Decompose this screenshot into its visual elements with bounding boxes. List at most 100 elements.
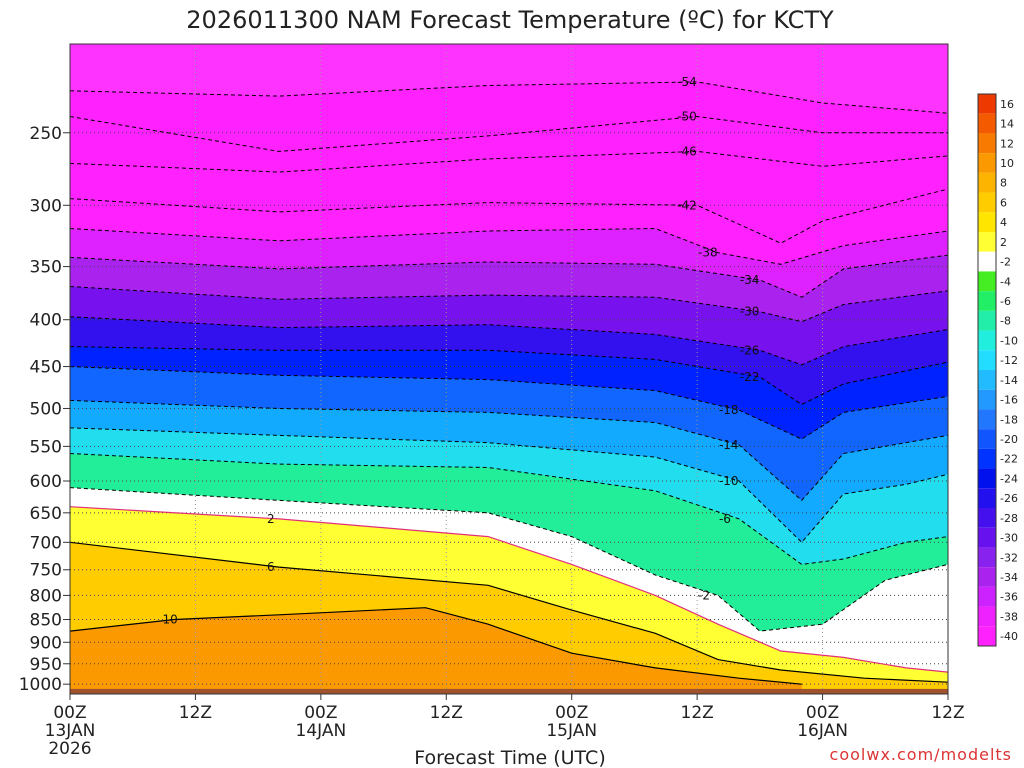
ground-surface (70, 688, 948, 694)
isotherm-label--42: -42 (677, 198, 697, 212)
y-tick-label-400: 400 (30, 311, 62, 331)
colorbar: 16 14 12 10 8 6 4 2 -2 -4 -6 -8 -10 -12 -14 -16 -18 -20 -2… (977, 93, 1018, 647)
colorbar-label--16: -16 (1000, 394, 1018, 407)
colorbar-swatch--18 (978, 409, 996, 430)
isotherm--22 (70, 346, 948, 406)
colorbar-label--14: -14 (1000, 374, 1018, 387)
isotherm-lines: -54-50-46-42-38-34-30-26-22-18-14-10-6-2… (70, 75, 948, 685)
temperature-fills (70, 44, 948, 694)
isotherm--50 (70, 115, 948, 152)
y-tick-label-600: 600 (30, 472, 62, 492)
y-tick-label-800: 800 (30, 586, 62, 606)
isotherm-2 (70, 506, 948, 673)
x-tick-date-0: 13JAN (45, 721, 96, 741)
colorbar-label-14: 14 (1000, 118, 1014, 131)
isotherm-label--34: -34 (740, 273, 760, 287)
credit-text[interactable]: coolwx.com/modelts (830, 745, 1012, 764)
colorbar-swatch--40 (978, 626, 996, 646)
isotherm-label--10: -10 (719, 474, 739, 488)
x-tick-label-24: 00Z (304, 703, 337, 723)
colorbar-label--40: -40 (1000, 630, 1018, 643)
isotherm--10 (70, 427, 948, 544)
isotherm-label--50: -50 (677, 110, 697, 124)
colorbar-swatch--12 (978, 350, 996, 370)
isotherm--14 (70, 399, 948, 502)
colorbar-swatch-6 (978, 192, 996, 213)
colorbar-label--32: -32 (1000, 551, 1018, 564)
colorbar-label--24: -24 (1000, 472, 1018, 485)
y-tick-label-700: 700 (30, 533, 62, 553)
isotherm-label-6: 6 (267, 560, 275, 574)
colorbar-swatch--30 (978, 527, 996, 548)
colorbar-swatch-14 (978, 113, 996, 134)
colorbar-label--2: -2 (1000, 256, 1011, 269)
colorbar-label--12: -12 (1000, 354, 1018, 367)
colorbar-label--26: -26 (1000, 492, 1018, 505)
colorbar-label--22: -22 (1000, 453, 1018, 466)
y-tick-label-250: 250 (30, 124, 62, 144)
colorbar-swatch-12 (978, 133, 996, 154)
y-axis-ticks: 2503003504004505005506006507007508008509… (19, 124, 70, 695)
colorbar-label-2: 2 (1000, 236, 1007, 249)
colorbar-label-4: 4 (1000, 216, 1007, 229)
x-tick-year-0: 2026 (48, 739, 91, 759)
isotherm-label--14: -14 (719, 438, 739, 452)
colorbar-swatch--36 (978, 586, 996, 607)
colorbar-label--18: -18 (1000, 413, 1018, 426)
colorbar-label-6: 6 (1000, 196, 1007, 209)
colorbar-swatch--14 (978, 370, 996, 390)
y-tick-label-900: 900 (30, 633, 62, 653)
colorbar-swatch--24 (978, 468, 996, 489)
plot-frame (69, 43, 949, 695)
isotherm-label--38: -38 (698, 246, 718, 260)
colorbar-swatch--28 (978, 508, 996, 528)
isotherm-label-10: 10 (163, 613, 178, 627)
colorbar-swatch--32 (978, 547, 996, 568)
isotherm--34 (70, 254, 948, 298)
grid-lines (70, 44, 948, 694)
colorbar-swatch-2 (978, 232, 996, 252)
isotherm-label--6: -6 (719, 512, 731, 526)
colorbar-frame (977, 93, 997, 647)
y-tick-label-750: 750 (30, 561, 62, 581)
isotherm-label--54: -54 (677, 75, 697, 89)
x-tick-label-0: 00Z (53, 703, 86, 723)
colorbar-swatch--8 (978, 310, 996, 331)
colorbar-swatch--4 (978, 271, 996, 292)
colorbar-label-12: 12 (1000, 137, 1014, 150)
y-tick-label-500: 500 (30, 399, 62, 419)
colorbar-swatch--2 (978, 251, 996, 272)
colorbar-swatch--26 (978, 488, 996, 508)
colorbar-swatch--22 (978, 448, 996, 469)
x-tick-label-72: 00Z (806, 703, 839, 723)
x-tick-label-84: 12Z (931, 703, 964, 723)
colorbar-swatch--10 (978, 330, 996, 351)
colorbar-label--20: -20 (1000, 433, 1018, 446)
colorbar-label--30: -30 (1000, 532, 1018, 545)
isotherm-6 (70, 541, 948, 683)
colorbar-swatch--16 (978, 389, 996, 410)
x-tick-date-24: 14JAN (296, 721, 347, 741)
colorbar-swatch-16 (978, 94, 996, 114)
chart-title: 2026011300 NAM Forecast Temperature (ºC)… (186, 6, 834, 34)
y-tick-label-300: 300 (30, 196, 62, 216)
isotherm-label--46: -46 (677, 144, 697, 158)
colorbar-swatch--38 (978, 606, 996, 627)
x-tick-date-72: 16JAN (797, 721, 848, 741)
isotherm--6 (70, 453, 948, 565)
colorbar-label--6: -6 (1000, 295, 1011, 308)
x-tick-label-36: 12Z (430, 703, 463, 723)
isotherm-label--22: -22 (740, 370, 760, 384)
colorbar-label--38: -38 (1000, 610, 1018, 623)
y-tick-label-1000: 1000 (19, 675, 62, 695)
x-axis-label: Forecast Time (UTC) (414, 747, 605, 768)
x-tick-label-48: 00Z (555, 703, 588, 723)
colorbar-swatch-8 (978, 172, 996, 193)
colorbar-swatch--20 (978, 429, 996, 449)
y-tick-label-350: 350 (30, 258, 62, 278)
band-warm-10 (70, 607, 802, 694)
plot-area: -54-50-46-42-38-34-30-26-22-18-14-10-6-2… (70, 44, 948, 694)
y-tick-label-650: 650 (30, 504, 62, 524)
isotherm-label--30: -30 (740, 305, 760, 319)
